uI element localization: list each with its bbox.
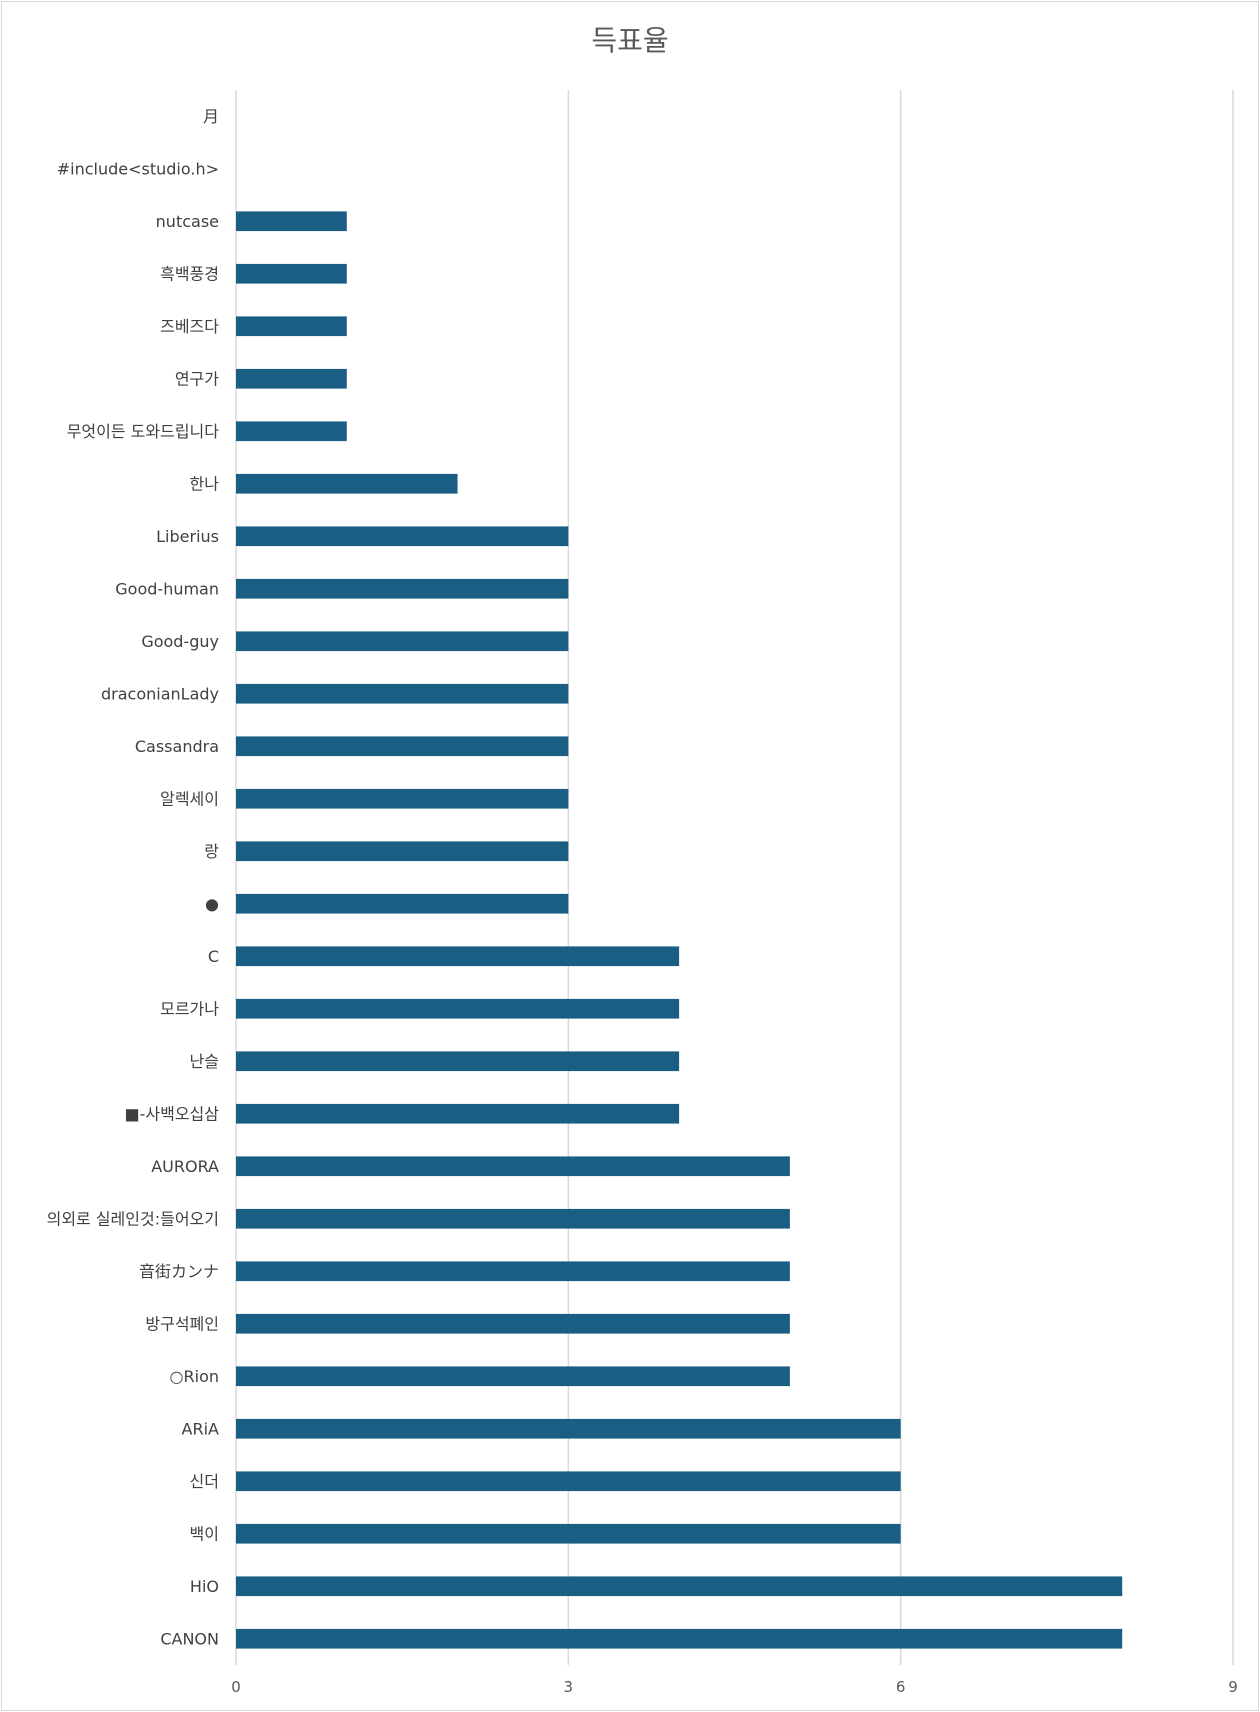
category-label: 신더	[190, 1472, 219, 1491]
bar	[236, 1628, 1123, 1649]
bar	[236, 841, 569, 862]
category-label: 한나	[190, 474, 220, 493]
category-label: 모르가나	[160, 999, 219, 1018]
category-label: 音街カンナ	[139, 1262, 219, 1281]
category-label: 알렉세이	[160, 789, 219, 808]
x-tick-label: 3	[564, 1678, 574, 1696]
x-tick-label: 0	[231, 1678, 241, 1696]
category-label: 난슬	[190, 1052, 219, 1071]
category-label: HiO	[190, 1577, 219, 1596]
gridlines	[235, 90, 1234, 1665]
category-label: 의외로 실레인것:들어오기	[47, 1209, 219, 1228]
bar	[236, 1313, 790, 1334]
category-label: ■-사백오십삼	[125, 1104, 220, 1123]
category-label: 연구가	[175, 369, 219, 388]
bar	[236, 578, 569, 599]
category-label: Cassandra	[135, 737, 219, 756]
bar	[236, 946, 680, 967]
category-label: CANON	[160, 1629, 219, 1648]
category-label: 즈베즈다	[160, 317, 219, 336]
category-label: AURORA	[151, 1157, 219, 1176]
bar	[236, 526, 569, 547]
bar	[236, 473, 458, 494]
category-label: Good-guy	[141, 632, 219, 651]
category-label: #include<studio.h>	[57, 159, 219, 178]
category-label: draconianLady	[101, 684, 219, 703]
category-label: 랑	[204, 842, 219, 861]
category-label: 흑백풍경	[160, 264, 219, 283]
bar	[236, 421, 347, 442]
x-tick-label: 6	[896, 1678, 906, 1696]
bar	[236, 1261, 790, 1282]
bar	[236, 631, 569, 652]
category-label: ARiA	[182, 1419, 220, 1438]
category-label: 백이	[190, 1524, 219, 1543]
x-tick-label: 9	[1228, 1678, 1238, 1696]
category-label: nutcase	[156, 212, 219, 231]
bar	[236, 211, 347, 232]
bar	[236, 1156, 790, 1177]
bar	[236, 893, 569, 914]
bar	[236, 736, 569, 757]
bar	[236, 1471, 901, 1492]
bar	[236, 1418, 901, 1439]
bar	[236, 1576, 1123, 1597]
x-tick-labels: 0 3 6 9	[231, 1678, 1238, 1696]
category-label: Liberius	[156, 527, 219, 546]
bar	[236, 316, 347, 337]
bar	[236, 368, 347, 389]
category-labels: 月 #include<studio.h> nutcase 흑백풍경즈베즈다연구가무엇이…	[47, 107, 220, 1649]
bar	[236, 683, 569, 704]
category-label: C	[208, 947, 219, 966]
bar	[236, 1051, 680, 1072]
category-label: ●	[205, 894, 219, 913]
bar	[236, 263, 347, 284]
category-label: 月	[203, 107, 219, 126]
chart-title: 득표율	[591, 24, 668, 57]
category-label: 방구석폐인	[145, 1314, 219, 1333]
bar	[236, 1103, 680, 1124]
bars	[236, 211, 1123, 1649]
category-label: 무엇이든 도와드립니다	[67, 422, 220, 441]
bar	[236, 1208, 790, 1229]
bar	[236, 1523, 901, 1544]
bar	[236, 1366, 790, 1387]
bar	[236, 788, 569, 809]
bar	[236, 998, 680, 1019]
category-label: ○Rion	[170, 1367, 219, 1386]
category-label: Good-human	[115, 579, 219, 598]
